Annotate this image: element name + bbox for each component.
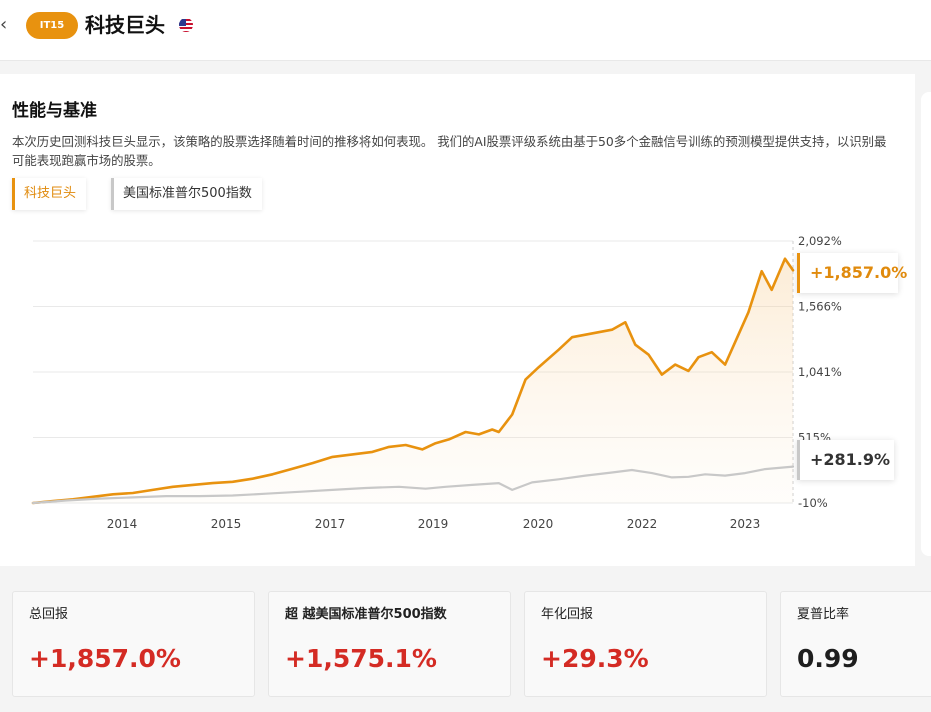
metric-card-annualized-return: 年化回报 +29.3%: [524, 591, 767, 697]
x-tick-label: 2015: [211, 517, 242, 531]
metric-label: 超 越美国标准普尔500指数: [285, 607, 447, 622]
metric-card-sharpe-ratio: 夏普比率 0.99: [780, 591, 931, 697]
metric-label: 总回报: [29, 607, 69, 622]
series-line-benchmark: [31, 465, 795, 505]
x-tick-label: 2022: [627, 517, 658, 531]
page-title: 科技巨头: [85, 13, 165, 37]
x-tick-label: 2014: [107, 517, 138, 531]
legend-tab-strategy[interactable]: 科技巨头: [12, 178, 87, 210]
metric-label: 夏普比率: [797, 607, 850, 622]
x-tick-label: 2019: [418, 517, 449, 531]
us-flag-icon: [179, 18, 193, 32]
legend-tab-benchmark[interactable]: 美国标准普尔500指数: [111, 178, 262, 210]
performance-chart: 2,092%1,566%1,041%515%-10%2014 2015 2017 20…: [31, 234, 842, 531]
chevron-left-icon[interactable]: ‹: [0, 14, 8, 35]
series-area-0: [33, 258, 793, 503]
y-tick-label: -10%: [798, 496, 828, 510]
ticker-badge: IT15: [26, 12, 78, 39]
metric-value: +1,575.1%: [285, 644, 437, 673]
metric-card-outperformance: 超 越美国标准普尔500指数 +1,575.1%: [268, 591, 511, 697]
y-tick-label: 1,566%: [798, 300, 842, 314]
header-bar: ‹ IT15 科技巨头: [0, 0, 931, 61]
x-tick-label: 2017: [315, 517, 346, 531]
x-tick-label: 2020: [523, 517, 554, 531]
benchmark-end-label: +281.9%: [797, 440, 894, 480]
y-tick-label: 1,041%: [798, 365, 842, 379]
strategy-end-label: +1,857.0%: [797, 253, 907, 293]
section-title: 性能与基准: [12, 101, 97, 121]
section-description: 本次历史回测科技巨头显示，该策略的股票选择随着时间的推移将如何表现。 我们的AI…: [12, 134, 887, 168]
metric-value: 0.99: [797, 644, 859, 673]
y-tick-label: 2,092%: [798, 234, 842, 248]
series-line-strategy: [31, 257, 795, 505]
metric-value: +29.3%: [541, 644, 649, 673]
metric-card-total-return: 总回报 +1,857.0%: [12, 591, 255, 697]
x-tick-label: 2023: [730, 517, 761, 531]
side-panel: [921, 92, 931, 556]
metric-label: 年化回报: [541, 607, 594, 622]
metric-value: +1,857.0%: [29, 644, 181, 673]
